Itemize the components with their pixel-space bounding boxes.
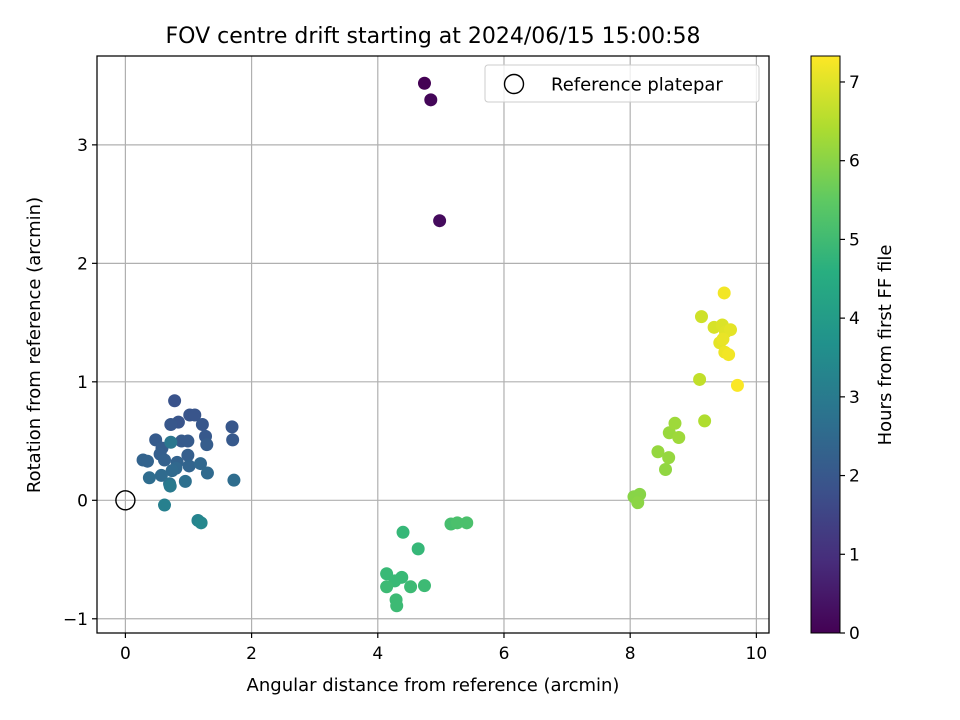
scatter-point — [195, 417, 209, 431]
scatter-point — [424, 93, 438, 107]
colorbar-tick-label: 5 — [849, 230, 860, 250]
scatter-point — [142, 471, 156, 485]
scatter-point — [694, 310, 708, 324]
y-tick-label: 0 — [77, 491, 88, 511]
colorbar-tick-label: 4 — [849, 309, 860, 329]
scatter-point — [651, 445, 665, 459]
legend-entry-label: Reference platepar — [551, 75, 723, 96]
colorbar-tick-label: 7 — [849, 73, 860, 93]
grid — [97, 56, 769, 633]
plot-background — [97, 56, 769, 633]
scatter-point — [390, 599, 404, 613]
scatter-point — [716, 332, 730, 346]
chart-title: FOV centre drift starting at 2024/06/15 … — [166, 24, 701, 49]
scatter-point — [717, 286, 731, 300]
scatter-point — [417, 579, 431, 593]
scatter-points — [136, 76, 744, 613]
colorbar-ticks: 0 1 2 3 4 5 6 7 — [840, 73, 860, 644]
scatter-point — [450, 516, 464, 530]
scatter-point — [693, 372, 707, 386]
colorbar-gradient — [810, 55, 841, 634]
scatter-point — [200, 438, 214, 452]
colorbar-tick-label: 0 — [849, 624, 860, 644]
x-axis-label: Angular distance from reference (arcmin) — [247, 675, 620, 696]
legend: Reference platepar — [484, 64, 760, 103]
scatter-point — [163, 479, 177, 493]
x-tick-label: 2 — [246, 644, 257, 664]
legend-marker-icon — [503, 73, 525, 95]
colorbar-tick-label: 3 — [849, 388, 860, 408]
scatter-point — [182, 459, 196, 473]
scatter-point — [158, 453, 172, 467]
scatter-point — [668, 416, 682, 430]
scatter-point — [154, 468, 168, 482]
scatter-point — [168, 394, 182, 408]
colorbar-label: Hours from first FF file — [875, 245, 896, 446]
x-tick-label: 10 — [746, 644, 768, 664]
scatter-point — [404, 580, 418, 594]
scatter-point — [178, 474, 192, 488]
scatter-point — [164, 417, 178, 431]
y-tick-label: 1 — [77, 373, 88, 393]
scatter-point — [380, 580, 394, 594]
scatter-point — [460, 516, 474, 530]
scatter-point — [417, 76, 431, 90]
y-tick-label: 3 — [77, 136, 88, 156]
plot-area — [96, 55, 770, 634]
scatter-point — [164, 435, 178, 449]
scatter-point — [181, 434, 195, 448]
scatter-point — [227, 473, 241, 487]
y-tick-label: 2 — [77, 254, 88, 274]
scatter-point — [698, 414, 712, 428]
x-tick-label: 6 — [499, 644, 510, 664]
y-tick-label: −1 — [63, 610, 88, 630]
scatter-point — [659, 462, 673, 476]
scatter-point — [140, 454, 154, 468]
scatter-point — [672, 431, 686, 445]
scatter-point — [188, 408, 202, 422]
colorbar-tick-label: 2 — [849, 467, 860, 487]
y-axis-label: Rotation from reference (arcmin) — [24, 197, 45, 493]
scatter-point — [411, 542, 425, 556]
scatter-point — [225, 420, 239, 434]
scatter-point — [433, 214, 447, 228]
plot-frame — [96, 55, 770, 634]
x-tick-label: 4 — [372, 644, 383, 664]
reference-platepar-marker — [115, 490, 136, 511]
scatter-point — [181, 448, 195, 462]
scatter-point — [200, 466, 214, 480]
scatter-point — [662, 451, 676, 465]
scatter-point — [396, 525, 410, 539]
legend-box — [484, 64, 760, 103]
scatter-point — [194, 516, 208, 530]
y-axis: −1 0 1 2 3 — [63, 136, 97, 630]
x-axis: 0 2 4 6 8 10 — [120, 633, 767, 664]
colorbar-tick-label: 1 — [849, 545, 860, 565]
x-tick-label: 0 — [120, 644, 131, 664]
scatter-point — [158, 498, 172, 512]
scatter-point — [730, 378, 744, 392]
colorbar-tick-label: 6 — [849, 152, 860, 172]
scatter-point — [631, 496, 645, 510]
scatter-point — [722, 348, 736, 362]
scatter-point — [193, 457, 207, 471]
colorbar: 0 1 2 3 4 5 6 7 Hours from first FF file — [810, 55, 896, 644]
scatter-point — [724, 323, 738, 337]
scatter-point — [165, 464, 179, 478]
x-tick-label: 8 — [625, 644, 636, 664]
scatter-point — [226, 433, 240, 447]
